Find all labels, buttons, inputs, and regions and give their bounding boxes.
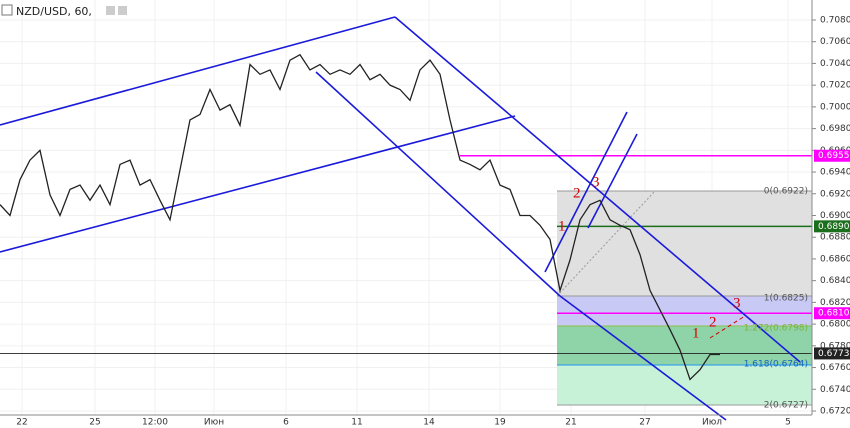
wave-label: 1 bbox=[692, 325, 700, 341]
close-button[interactable] bbox=[118, 6, 127, 15]
x-tick-label: 6 bbox=[283, 418, 289, 428]
x-tick-label: 21 bbox=[565, 418, 576, 428]
y-tick-label: 0.7020 bbox=[820, 81, 850, 91]
y-tick-label: 0.6800 bbox=[820, 320, 850, 330]
level-badge bbox=[814, 220, 850, 233]
y-tick-label: 0.6900 bbox=[820, 211, 850, 221]
fib-label: 2(0.6727) bbox=[764, 401, 808, 411]
level-badge bbox=[814, 149, 850, 162]
y-tick-label: 0.7000 bbox=[820, 102, 850, 112]
x-tick-label: 27 bbox=[639, 418, 650, 428]
trendline bbox=[587, 133, 638, 229]
levels bbox=[0, 154, 812, 354]
y-tick-label: 0.7080 bbox=[820, 15, 850, 25]
wave-label: 3 bbox=[733, 295, 741, 311]
y-tick-label: 0.7060 bbox=[820, 37, 850, 47]
wave-label: 2 bbox=[573, 185, 581, 201]
trendline bbox=[559, 295, 727, 421]
settings-button[interactable] bbox=[106, 6, 115, 15]
y-tick-label: 0.6740 bbox=[820, 385, 850, 395]
y-tick-label: 0.6760 bbox=[820, 363, 850, 373]
fib-zone bbox=[557, 296, 812, 326]
x-tick-label: Июн bbox=[204, 418, 224, 428]
trendline bbox=[0, 115, 516, 253]
level-badge bbox=[814, 347, 850, 360]
y-tick-label: 0.6780 bbox=[820, 341, 850, 351]
y-tick-label: 0.6840 bbox=[820, 276, 850, 286]
y-tick-label: 0.7040 bbox=[820, 59, 850, 69]
y-tick-label: 0.6720 bbox=[820, 406, 850, 416]
level-label: 0.6890 bbox=[818, 222, 850, 232]
trendline bbox=[544, 111, 628, 273]
level-label: 0.6773 bbox=[818, 349, 850, 359]
y-tick-label: 0.6820 bbox=[820, 298, 850, 308]
wave-label: 2 bbox=[709, 314, 717, 330]
x-tick-label: 25 bbox=[89, 418, 100, 428]
y-tick-label: 0.6880 bbox=[820, 233, 850, 243]
fib-label: 0(0.6922) bbox=[764, 187, 808, 197]
fib-label: 1(0.6825) bbox=[764, 294, 808, 304]
y-tick-label: 0.6860 bbox=[820, 254, 850, 264]
trendline bbox=[315, 71, 561, 297]
wave-label: 1 bbox=[558, 218, 566, 234]
price-line bbox=[0, 53, 720, 381]
level-badge bbox=[814, 307, 850, 320]
fib-zone bbox=[557, 365, 812, 405]
y-tick-label: 0.6940 bbox=[820, 168, 850, 178]
chart-title: NZD/USD, 60, bbox=[16, 5, 92, 18]
x-tick-label: 12:00 bbox=[142, 418, 168, 428]
fib-zone bbox=[557, 191, 812, 296]
fib-label: 1.272(0.6798) bbox=[744, 324, 808, 334]
x-tick-label: 14 bbox=[423, 418, 435, 428]
trendline bbox=[394, 16, 801, 363]
x-tick-label: 19 bbox=[494, 418, 506, 428]
x-tick-label: 22 bbox=[16, 418, 27, 428]
trendlines bbox=[0, 16, 801, 421]
icon[interactable] bbox=[1, 4, 13, 16]
wave-label: 3 bbox=[592, 174, 600, 190]
x-tick-label: 11 bbox=[351, 418, 362, 428]
y-tick-label: 0.6980 bbox=[820, 124, 850, 134]
fib-label: 1.618(0.6764) bbox=[744, 360, 808, 370]
trendline bbox=[0, 16, 396, 126]
x-tick-label: 5 bbox=[785, 418, 791, 428]
x-tick-label: Июл bbox=[702, 418, 722, 428]
y-tick-label: 0.6920 bbox=[820, 189, 850, 199]
level-label: 0.6955 bbox=[818, 151, 850, 161]
fib-zone bbox=[557, 326, 812, 365]
price-plot bbox=[0, 53, 720, 381]
level-label: 0.6810 bbox=[818, 309, 850, 319]
